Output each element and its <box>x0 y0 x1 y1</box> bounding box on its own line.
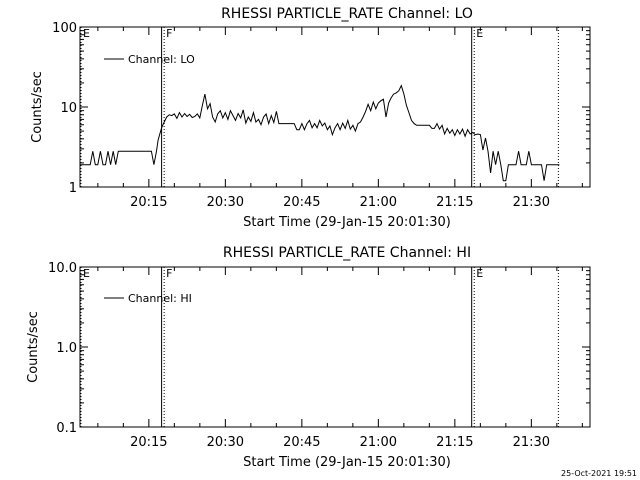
legend: Channel: HI <box>104 292 192 305</box>
y-tick-label: 0.1 <box>56 421 77 436</box>
x-tick-label: 21:00 <box>360 435 397 450</box>
x-tick-label: 21:30 <box>513 195 550 210</box>
y-axis-label: Counts/sec <box>26 311 41 383</box>
event-marker-label: F <box>166 27 172 40</box>
x-tick-label: 21:15 <box>436 435 473 450</box>
plot-frame <box>79 266 591 428</box>
chart-title: RHESSI PARTICLE_RATE Channel: HI <box>223 245 471 261</box>
axis-ticks: 0.1 1.0 10.0 20:15 20:30 20:45 21:00 21:15 21:30 <box>48 261 590 450</box>
x-tick-label: 20:15 <box>130 195 167 210</box>
event-marker-label: E <box>476 27 483 40</box>
y-tick-label: 100 <box>52 21 77 36</box>
x-tick-label: 21:15 <box>436 195 473 210</box>
panel-lo: RHESSI PARTICLE_RATE Channel: LO Start T… <box>30 6 591 230</box>
x-tick-label: 20:30 <box>207 195 244 210</box>
x-tick-label: 20:15 <box>130 435 167 450</box>
legend-label: Channel: HI <box>128 292 192 305</box>
chart-title: RHESSI PARTICLE_RATE Channel: LO <box>221 6 473 22</box>
x-tick-label: 20:30 <box>207 435 244 450</box>
x-axis-label: Start Time (29-Jan-15 20:01:30) <box>243 215 451 230</box>
axis-ticks: 1 10 100 20:15 20:30 20:45 21:00 21:15 21:30 <box>52 21 590 210</box>
x-tick-label: 21:30 <box>513 435 550 450</box>
legend-label: Channel: LO <box>128 53 195 66</box>
date-stamp: 25-Oct-2021 19:51 <box>561 469 637 478</box>
event-marker-label: E <box>83 267 90 280</box>
series-line <box>80 84 560 182</box>
event-marker-label: E <box>476 267 483 280</box>
event-marker-label: E <box>83 27 90 40</box>
y-axis-label: Counts/sec <box>30 71 45 143</box>
x-tick-label: 20:45 <box>283 435 320 450</box>
y-tick-label: 10.0 <box>48 261 77 276</box>
x-axis-label: Start Time (29-Jan-15 20:01:30) <box>243 455 451 470</box>
y-tick-label: 1.0 <box>56 341 77 356</box>
plot-frame <box>79 26 591 188</box>
x-tick-label: 21:00 <box>360 195 397 210</box>
y-tick-label: 10 <box>60 101 77 116</box>
y-tick-label: 1 <box>69 181 77 196</box>
x-tick-label: 20:45 <box>283 195 320 210</box>
panel-hi: RHESSI PARTICLE_RATE Channel: HI Start T… <box>26 245 591 470</box>
legend: Channel: LO <box>104 53 195 66</box>
event-marker-label: F <box>166 267 172 280</box>
data-series <box>80 84 560 182</box>
